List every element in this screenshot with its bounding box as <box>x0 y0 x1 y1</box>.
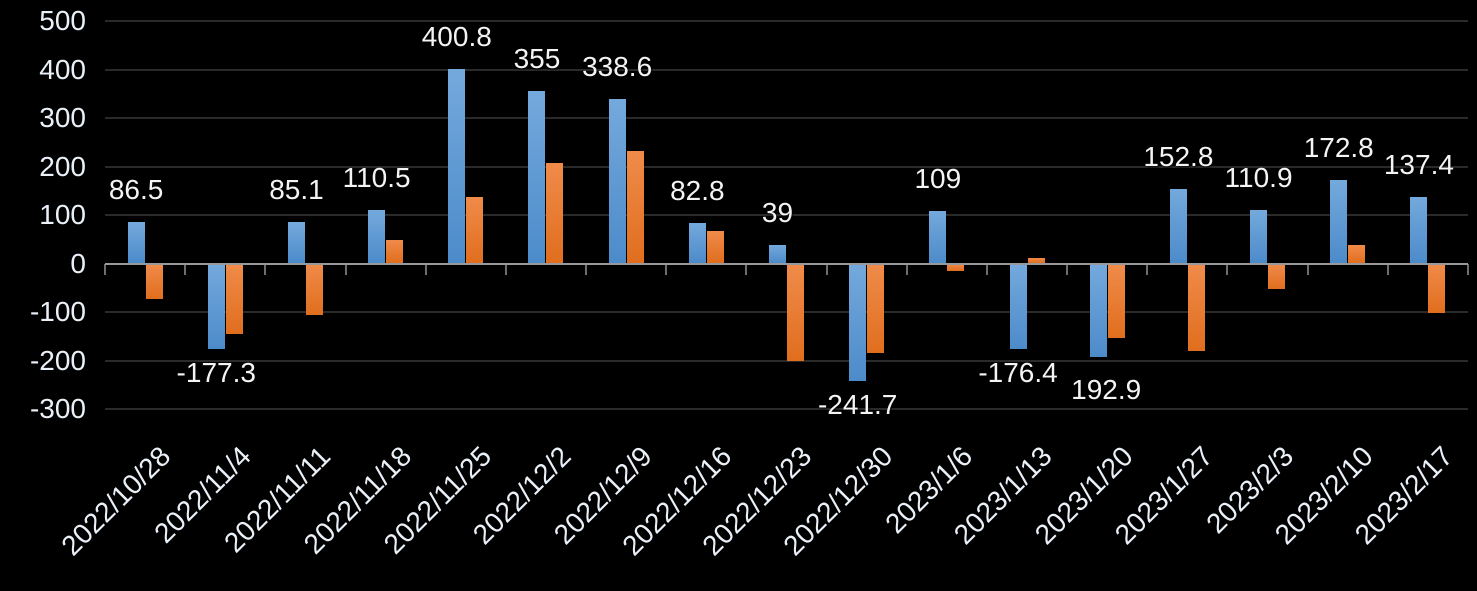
orange-bar <box>1268 263 1286 289</box>
blue-bar <box>1009 263 1027 350</box>
blue-bar <box>368 209 386 264</box>
data-label: -176.4 <box>978 357 1058 389</box>
orange-bar <box>947 263 965 271</box>
data-label: 172.8 <box>1303 131 1374 163</box>
orange-bar <box>145 263 163 300</box>
axis-tick-mark <box>745 263 748 275</box>
y-axis-tick-label: -300 <box>29 393 86 424</box>
axis-tick-mark <box>264 263 267 275</box>
axis-tick-mark <box>1226 263 1229 275</box>
gridline <box>105 165 1468 168</box>
data-label: 110.5 <box>342 161 411 193</box>
blue-bar <box>127 221 145 264</box>
y-axis-tick-label: 500 <box>39 5 86 36</box>
blue-bar <box>608 99 626 264</box>
data-label: 110.9 <box>1224 161 1293 193</box>
gridline <box>105 68 1468 71</box>
data-label: 192.9 <box>1071 374 1142 406</box>
axis-tick-mark <box>905 263 908 275</box>
axis-tick-mark <box>1386 263 1389 275</box>
gridline <box>105 359 1468 362</box>
orange-bar <box>1428 263 1446 313</box>
orange-bar <box>466 197 484 264</box>
data-label: -177.3 <box>176 357 256 389</box>
y-axis-tick-label: -200 <box>29 344 86 376</box>
orange-bar <box>225 263 243 335</box>
blue-bar <box>1169 189 1187 264</box>
orange-bar <box>1107 263 1125 338</box>
gridline <box>105 408 1468 410</box>
orange-bar <box>305 263 323 316</box>
orange-bar <box>386 240 404 264</box>
blue-bar <box>929 210 947 264</box>
data-label: 137.4 <box>1383 148 1454 180</box>
data-label: 86.5 <box>108 173 164 205</box>
blue-bar <box>1250 209 1268 264</box>
y-axis-tick-label: 400 <box>39 53 86 85</box>
data-label: 109 <box>914 162 962 194</box>
orange-bar <box>787 263 804 362</box>
data-label: 355 <box>513 43 561 75</box>
orange-bar <box>706 231 724 264</box>
axis-tick-mark <box>825 263 828 275</box>
y-axis-tick-label: -100 <box>29 296 86 327</box>
data-label: 338.6 <box>582 51 653 83</box>
data-label: 152.8 <box>1143 141 1214 173</box>
gridline <box>105 214 1468 216</box>
axis-tick-mark <box>665 263 668 275</box>
axis-tick-mark <box>1146 263 1149 275</box>
y-axis-tick-label: 200 <box>39 150 86 182</box>
data-label: 85.1 <box>269 174 324 206</box>
axis-tick-mark <box>1467 263 1469 275</box>
axis-tick-mark <box>104 263 106 275</box>
blue-bar <box>1410 196 1428 264</box>
axis-tick-mark <box>1306 263 1309 275</box>
gridline <box>105 311 1468 313</box>
blue-bar <box>528 91 546 264</box>
blue-bar <box>448 69 466 264</box>
gridline <box>105 20 1468 22</box>
blue-bar <box>769 244 786 264</box>
orange-bar <box>626 150 644 264</box>
blue-bar <box>1089 263 1107 358</box>
orange-bar <box>1027 257 1045 264</box>
orange-bar <box>546 163 564 264</box>
axis-tick-mark <box>344 263 347 275</box>
blue-bar <box>849 263 867 381</box>
axis-tick-mark <box>1066 263 1069 275</box>
blue-bar <box>207 263 225 350</box>
gridline <box>105 117 1468 119</box>
x-axis-line <box>105 262 1468 265</box>
y-axis-tick-label: 300 <box>39 102 86 133</box>
blue-bar <box>1330 179 1348 264</box>
y-axis-tick-label: 0 <box>70 247 86 279</box>
orange-bar <box>1348 245 1366 264</box>
blue-bar <box>287 222 305 264</box>
data-label: 39 <box>761 196 794 228</box>
orange-bar <box>867 263 885 353</box>
blue-bar <box>688 223 706 264</box>
orange-bar <box>1187 263 1205 351</box>
axis-tick-mark <box>585 263 588 275</box>
axis-tick-mark <box>504 263 507 275</box>
x-axis-tick-label: 2022/10/28 <box>55 440 177 562</box>
y-axis-tick-label: 100 <box>39 199 86 230</box>
axis-tick-mark <box>985 263 988 275</box>
axis-tick-mark <box>424 263 427 275</box>
data-label: 400.8 <box>421 21 492 53</box>
data-label: -241.7 <box>817 388 898 420</box>
axis-tick-mark <box>184 263 187 275</box>
data-label: 82.8 <box>670 175 725 207</box>
